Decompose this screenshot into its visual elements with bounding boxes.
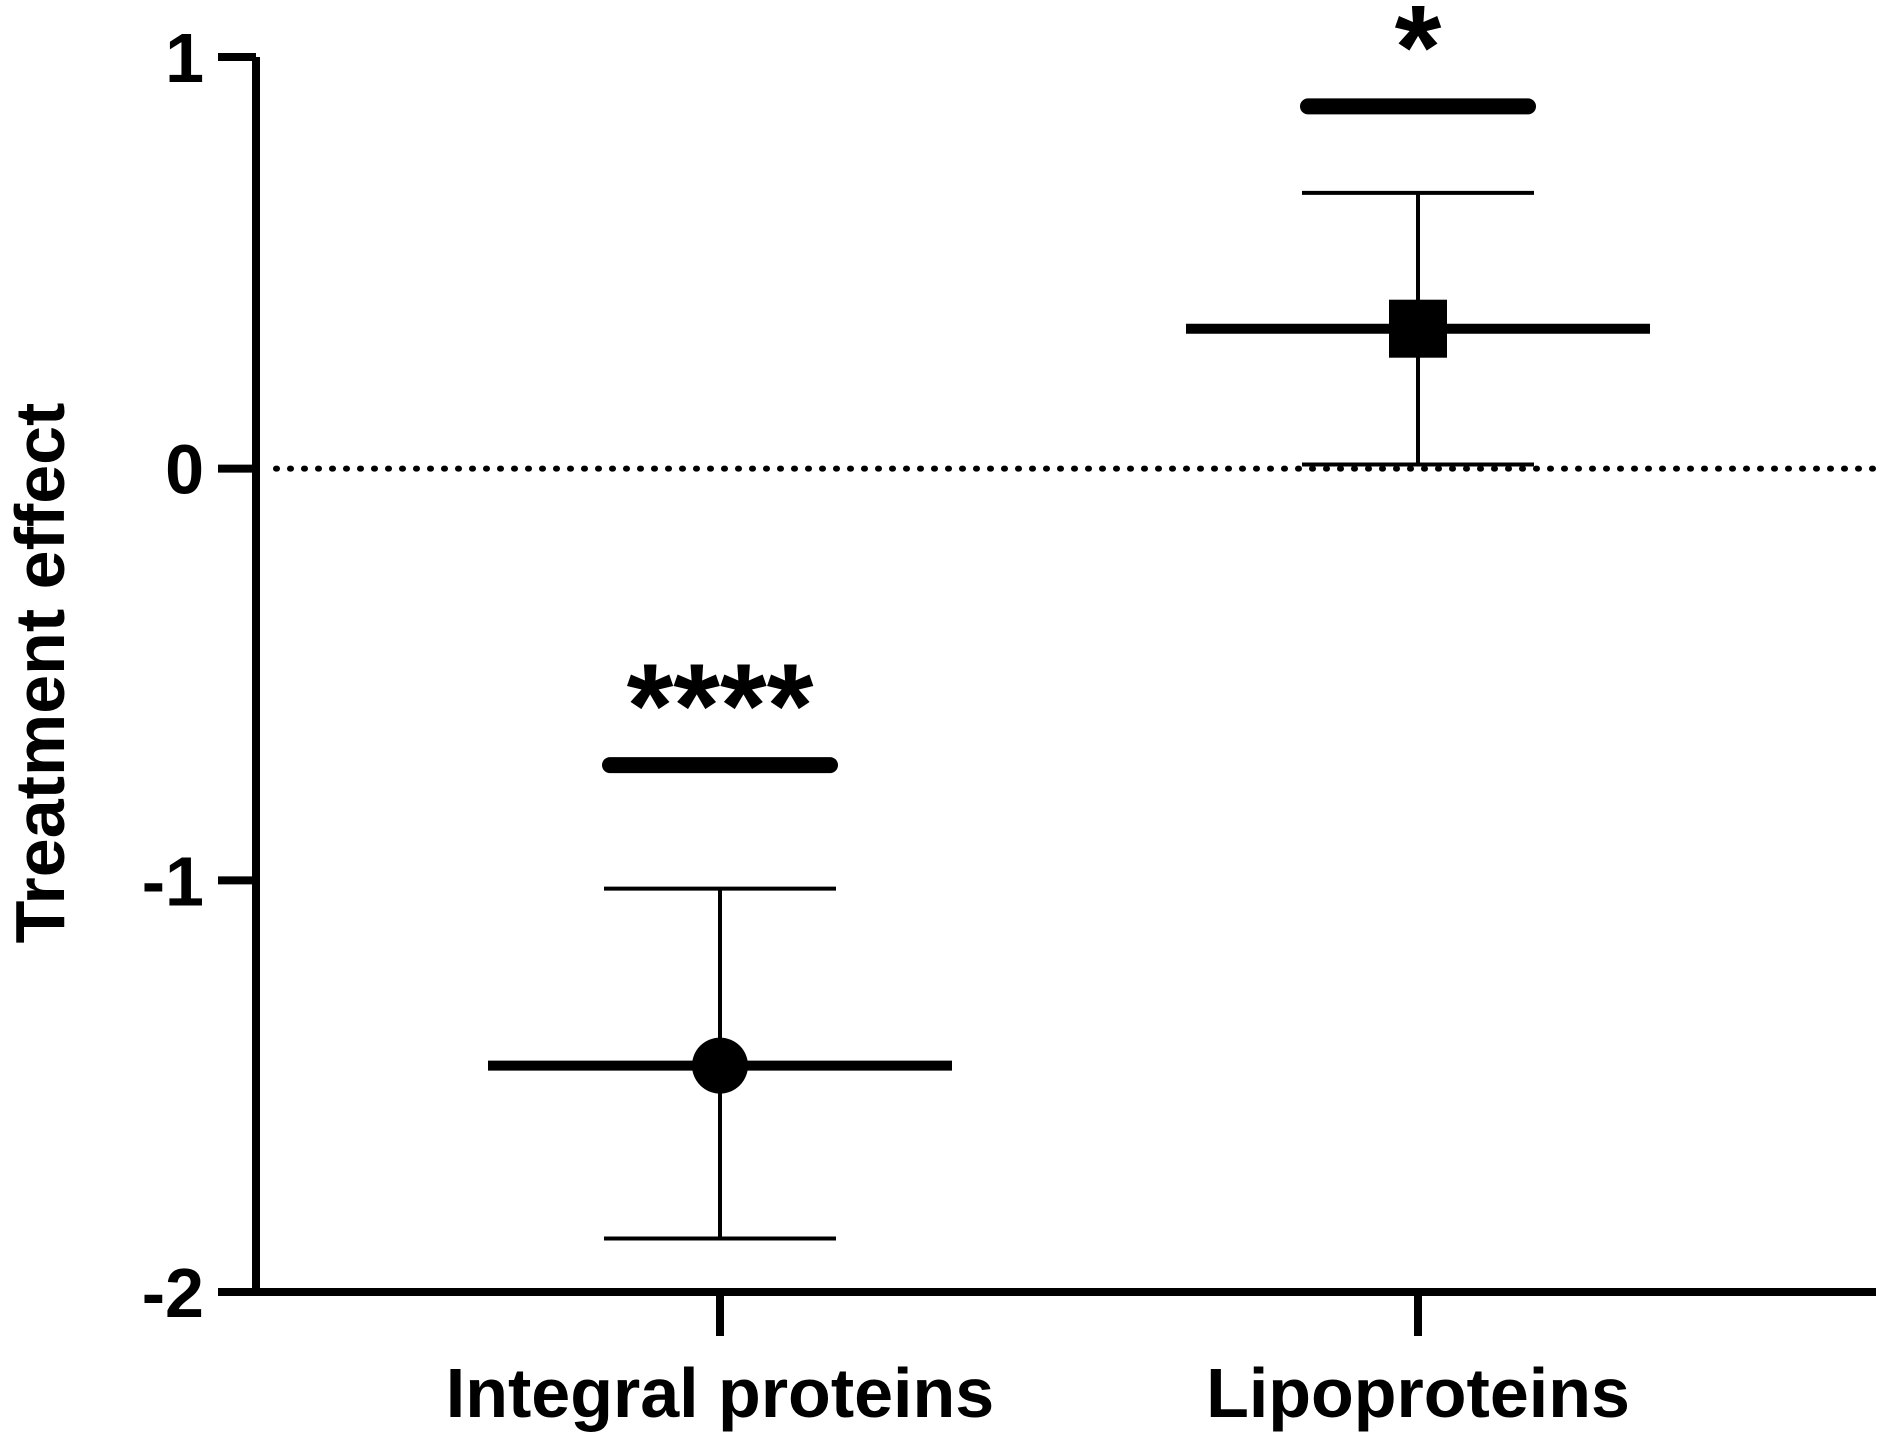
significance-label: **** [627,639,814,773]
y-tick-label: -2 [142,1254,204,1332]
data-point-square [1389,299,1447,358]
data-point-circle [692,1037,748,1094]
x-tick-label: Integral proteins [446,1354,994,1432]
x-tick-label: Lipoproteins [1206,1354,1630,1432]
y-axis-label: Treatment effect [1,403,79,944]
marks-layer: ***** [488,0,1650,1241]
axes-layer: 1 0 -1 -2 Integral proteins Lipoproteins [142,19,1876,1432]
y-tick-label: -1 [142,842,204,920]
y-tick-label: 0 [165,431,204,509]
y-tick-label: 1 [165,19,204,97]
significance-label: * [1395,0,1442,114]
